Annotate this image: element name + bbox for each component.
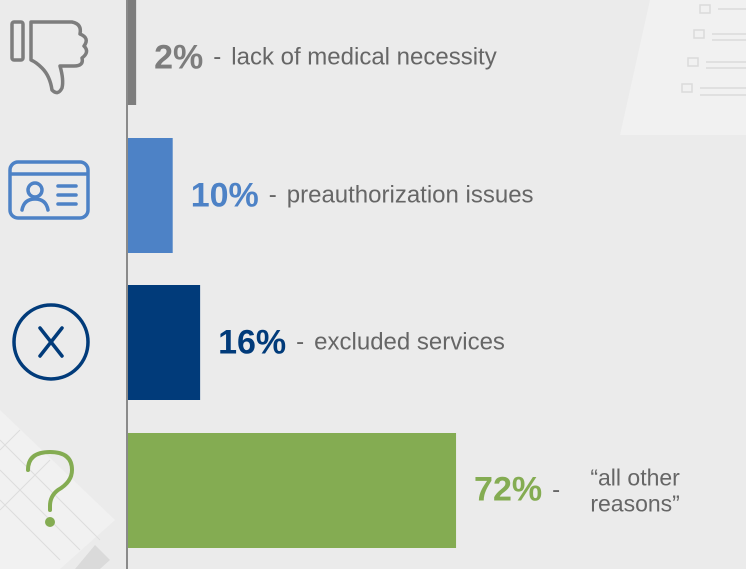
bar bbox=[127, 0, 136, 105]
value-label: 10% bbox=[191, 176, 259, 215]
bar-label: 72%-“all other reasons” bbox=[474, 464, 700, 517]
separator: - bbox=[296, 329, 304, 357]
value-label: 72% bbox=[474, 471, 542, 510]
icon-id-card bbox=[10, 162, 88, 218]
chart: 2%-lack of medical necessity10%-preautho… bbox=[0, 0, 746, 569]
bar bbox=[127, 285, 200, 400]
category-label: “all other reasons” bbox=[570, 464, 700, 517]
bar-label: 10%-preauthorization issues bbox=[191, 176, 534, 215]
separator: - bbox=[269, 182, 277, 210]
category-label: excluded services bbox=[314, 329, 505, 357]
bar bbox=[127, 138, 173, 253]
bar bbox=[127, 433, 456, 548]
icon-x-circle bbox=[14, 305, 88, 379]
separator: - bbox=[213, 44, 221, 72]
value-label: 16% bbox=[218, 323, 286, 362]
category-label: preauthorization issues bbox=[287, 182, 534, 210]
value-label: 2% bbox=[154, 38, 203, 77]
category-label: lack of medical necessity bbox=[231, 44, 496, 72]
bar-label: 16%-excluded services bbox=[218, 323, 505, 362]
decor-document bbox=[620, 0, 746, 135]
bar-label: 2%-lack of medical necessity bbox=[154, 38, 497, 77]
page: {"chart_data": {"type": "bar", "orientat… bbox=[0, 0, 746, 569]
separator: - bbox=[552, 477, 560, 505]
icon-thumbs-down bbox=[12, 22, 87, 93]
